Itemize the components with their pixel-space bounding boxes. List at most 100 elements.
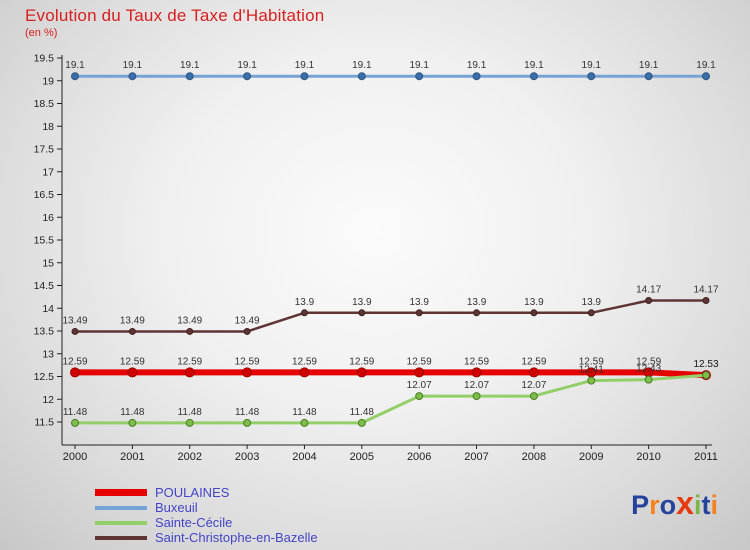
- logo-letter: i: [710, 490, 718, 520]
- svg-text:12.59: 12.59: [464, 356, 489, 367]
- svg-text:12.07: 12.07: [407, 380, 432, 391]
- svg-text:12.43: 12.43: [636, 364, 661, 375]
- svg-text:2010: 2010: [636, 451, 660, 463]
- legend-label-saint-christophe: Saint-Christophe-en-Bazelle: [155, 530, 318, 545]
- svg-text:19.1: 19.1: [237, 60, 257, 71]
- svg-text:19.1: 19.1: [180, 60, 200, 71]
- svg-text:2008: 2008: [522, 451, 546, 463]
- svg-text:11.48: 11.48: [235, 407, 260, 418]
- svg-text:12.59: 12.59: [579, 356, 604, 367]
- svg-text:13: 13: [42, 348, 54, 360]
- svg-text:2009: 2009: [579, 451, 603, 463]
- svg-text:19.1: 19.1: [696, 60, 716, 71]
- svg-text:13.9: 13.9: [409, 297, 429, 308]
- svg-text:12.59: 12.59: [120, 356, 145, 367]
- svg-text:12.59: 12.59: [235, 356, 260, 367]
- svg-text:19.1: 19.1: [295, 60, 315, 71]
- legend-item-sainte-cecile: Sainte-Cécile: [95, 515, 318, 530]
- page-subtitle: (en %): [25, 27, 58, 39]
- series-Buxeuil: [71, 72, 711, 81]
- svg-text:19: 19: [42, 75, 54, 87]
- logo-letter: t: [701, 490, 711, 520]
- svg-text:12.07: 12.07: [521, 380, 546, 391]
- svg-text:14.17: 14.17: [636, 285, 661, 296]
- svg-text:18.5: 18.5: [34, 98, 55, 110]
- svg-text:2001: 2001: [120, 451, 144, 463]
- svg-text:16: 16: [42, 212, 54, 224]
- svg-text:12.59: 12.59: [177, 356, 202, 367]
- svg-text:17.5: 17.5: [34, 144, 55, 156]
- svg-text:12.53: 12.53: [693, 359, 718, 370]
- series-POULAINES: [70, 367, 712, 381]
- svg-text:2000: 2000: [63, 451, 87, 463]
- svg-text:19.5: 19.5: [34, 53, 55, 65]
- svg-text:13.5: 13.5: [34, 326, 55, 338]
- logo-letter: x: [676, 485, 694, 521]
- legend-item-saint-christophe: Saint-Christophe-en-Bazelle: [95, 530, 318, 545]
- svg-text:14.5: 14.5: [34, 280, 55, 292]
- svg-text:11.48: 11.48: [120, 407, 145, 418]
- svg-text:14.17: 14.17: [693, 285, 718, 296]
- svg-text:13.9: 13.9: [467, 297, 487, 308]
- legend-swatch-sainte-cecile: [95, 520, 147, 525]
- svg-text:11.48: 11.48: [63, 407, 88, 418]
- svg-text:2004: 2004: [292, 451, 316, 463]
- svg-text:19.1: 19.1: [123, 60, 143, 71]
- svg-text:11.48: 11.48: [292, 407, 317, 418]
- legend-item-poulaines: POULAINES: [95, 485, 318, 500]
- svg-text:2003: 2003: [235, 451, 259, 463]
- svg-text:14: 14: [42, 303, 54, 315]
- svg-text:2007: 2007: [464, 451, 488, 463]
- svg-text:15: 15: [42, 257, 54, 269]
- svg-text:19.1: 19.1: [524, 60, 544, 71]
- svg-text:13.9: 13.9: [352, 297, 372, 308]
- page-title: Evolution du Taux de Taxe d'Habitation: [25, 6, 325, 25]
- svg-text:19.1: 19.1: [582, 60, 602, 71]
- legend-item-buxeuil: Buxeuil: [95, 500, 318, 515]
- svg-text:12.59: 12.59: [292, 356, 317, 367]
- svg-text:12.59: 12.59: [407, 356, 432, 367]
- svg-text:2002: 2002: [177, 451, 201, 463]
- svg-text:11.48: 11.48: [178, 407, 203, 418]
- svg-text:11.48: 11.48: [350, 407, 375, 418]
- logo-letter: r: [649, 490, 660, 520]
- chart-legend: POULAINES Buxeuil Sainte-Cécile Saint-Ch…: [95, 485, 318, 545]
- series-Saint-Christophe-en-Bazelle: [71, 297, 710, 335]
- legend-swatch-buxeuil: [95, 505, 147, 510]
- svg-text:12.59: 12.59: [636, 356, 661, 367]
- svg-text:13.49: 13.49: [235, 315, 260, 326]
- svg-text:13.49: 13.49: [177, 315, 202, 326]
- svg-text:12.53: 12.53: [693, 359, 718, 370]
- svg-text:13.49: 13.49: [62, 315, 87, 326]
- svg-text:12: 12: [42, 394, 54, 406]
- svg-text:15.5: 15.5: [34, 235, 55, 247]
- svg-text:11.5: 11.5: [34, 417, 54, 429]
- series-Sainte-Cécile: [71, 371, 711, 427]
- svg-text:19.1: 19.1: [467, 60, 487, 71]
- legend-label-buxeuil: Buxeuil: [155, 500, 198, 515]
- svg-text:18: 18: [42, 121, 54, 133]
- svg-text:16.5: 16.5: [34, 189, 55, 201]
- svg-text:12.59: 12.59: [521, 356, 546, 367]
- logo-letter: i: [693, 490, 702, 520]
- svg-text:19.1: 19.1: [639, 60, 659, 71]
- svg-text:2005: 2005: [350, 451, 374, 463]
- svg-text:13.9: 13.9: [295, 297, 315, 308]
- svg-text:12.07: 12.07: [464, 380, 489, 391]
- legend-swatch-saint-christophe: [95, 535, 147, 540]
- legend-label-sainte-cecile: Sainte-Cécile: [155, 515, 233, 530]
- svg-text:12.59: 12.59: [349, 356, 374, 367]
- legend-label-poulaines: POULAINES: [155, 485, 230, 500]
- svg-text:2011: 2011: [694, 451, 718, 463]
- proxiti-logo: Proxiti: [631, 485, 718, 521]
- svg-text:12.59: 12.59: [62, 356, 87, 367]
- logo-letter: o: [659, 490, 677, 520]
- logo-letter: P: [631, 490, 650, 520]
- svg-text:19.1: 19.1: [65, 60, 85, 71]
- legend-swatch-poulaines: [95, 489, 147, 496]
- svg-text:13.49: 13.49: [120, 315, 145, 326]
- svg-text:13.9: 13.9: [582, 297, 602, 308]
- svg-text:13.9: 13.9: [524, 297, 544, 308]
